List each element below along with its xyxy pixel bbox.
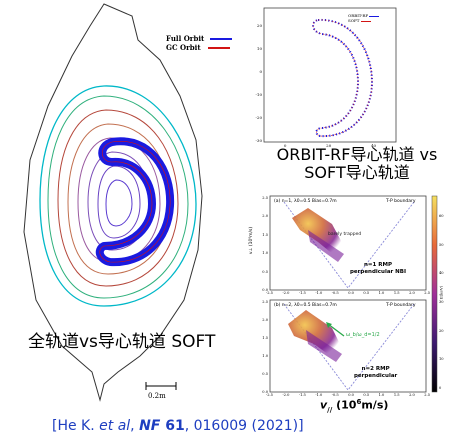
bottom-plot-annotation: ω_b/ω_d=1/2 (346, 332, 380, 338)
top-right-x-ticks: 0 20 40 (283, 143, 377, 148)
bottom-plot-header-right: T-P boundary (386, 303, 416, 308)
orbit-rf-trace (312, 18, 374, 138)
legend-item-gc-orbit: GC Orbit (166, 43, 246, 52)
scale-label: 0.2m (148, 392, 166, 400)
top-right-figure-panel: ORBIT-RF SOFT 20 10 0 -10 -20 -30 0 20 4… (248, 4, 408, 154)
top-right-caption: ORBIT-RF导心轨道 vs SOFT导心轨道 (276, 145, 438, 182)
top-plot-label: n=1 RMP perpendicular NBI (350, 262, 407, 275)
citation: [He K. et al, NF 61, 016009 (2021)] (52, 418, 304, 434)
legend-item-full-orbit: Full Orbit (166, 34, 246, 43)
y-ticks-bottom: 2.5 2.0 1.5 1.0 0.5 0.0 (262, 300, 268, 394)
phase-space-plots (269, 195, 438, 393)
top-plot-header-left: (a) n=1, λ0=0.5 Bias=0.7m (274, 199, 337, 204)
left-figure-panel: Full Orbit GC Orbit 0.2m 全轨道vs导心轨道 SOFT (23, 3, 232, 402)
vessel-wall (23, 3, 203, 402)
flux-surfaces-plot (23, 3, 203, 402)
soft-trace (312, 19, 373, 137)
legend-swatch-blue (209, 38, 232, 40)
annotation-arrow (327, 323, 345, 337)
left-caption: 全轨道vs导心轨道 SOFT (28, 332, 216, 352)
legend-swatch-red (208, 47, 230, 49)
x-axis-label: v// (106m/s) (320, 398, 389, 414)
x-ticks-top: -2.5 -2.0 -1.5 -1.0 -0.5 0.0 0.5 1.0 1.5… (266, 291, 430, 295)
bottom-plot-header-left: (b) n=2, λ0=0.5 Bias=0.7m (274, 303, 337, 308)
legend-item-soft: SOFT (348, 18, 379, 23)
y-ticks-top: 2.5 2.0 1.5 1.0 0.5 0.0 (262, 196, 268, 292)
colorbar-label: E(keV) (438, 285, 444, 300)
top-plot-header-right: T-P boundary (386, 199, 416, 204)
gc-orbit-path (99, 141, 171, 263)
colorbar-ticks: 60 50 40 30 20 10 0 (439, 214, 444, 390)
colorbar (431, 195, 438, 393)
gc-orbit-comparison-plot (263, 7, 397, 143)
separatrix (39, 85, 197, 307)
bottom-plot-label: n=2 RMP perpendicular (354, 366, 398, 379)
x-ticks: -2.5 -2.0 -1.5 -1.0 -0.5 0.0 0.5 1.0 1.5… (266, 393, 430, 397)
left-legend: Full Orbit GC Orbit (166, 34, 246, 52)
top-plot-annotation: barely trapped (328, 232, 362, 237)
top-right-legend: ORBIT-RF SOFT (348, 13, 380, 23)
top-right-y-ticks: 20 10 0 -10 -20 -30 (255, 23, 262, 143)
bottom-right-figure-panel: (a) n=1, λ0=0.5 Bias=0.7m T-P boundary b… (248, 190, 453, 414)
legend-item-orbit-rf: ORBIT-RF (348, 13, 380, 18)
